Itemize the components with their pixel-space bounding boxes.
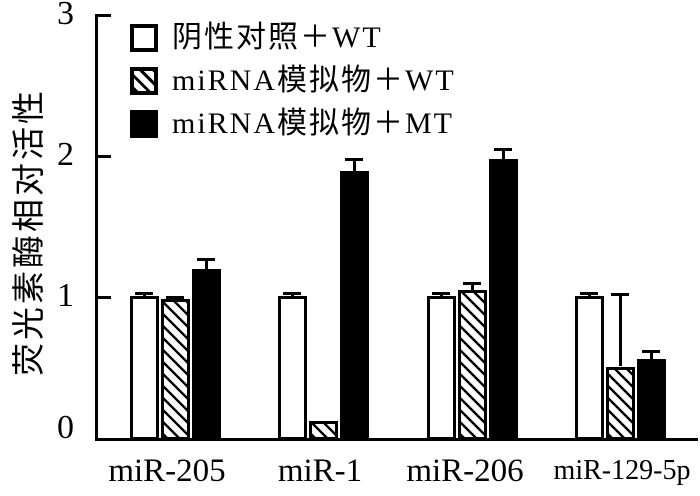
bar-miR-1-series1: [308, 421, 338, 440]
y-axis-label: 荧光素酶相对活性: [12, 88, 48, 376]
legend-item-mimic-mt: miRNA模拟物＋MT: [130, 109, 454, 139]
error-bar-line: [501, 147, 505, 160]
error-bar-cap: [463, 281, 481, 285]
error-bar-cap: [432, 291, 450, 295]
hatched-swatch-icon: [130, 67, 158, 95]
x-category-label: miR-205: [108, 453, 226, 489]
error-bar-cap: [166, 296, 184, 299]
error-bar-cap: [135, 291, 153, 295]
legend-item-mimic-wt: miRNA模拟物＋WT: [130, 66, 456, 96]
y-tick-label-0: 0: [57, 409, 74, 446]
error-bar-cap: [642, 349, 660, 353]
x-category-label: miR-206: [406, 453, 524, 489]
legend-label: 阴性对照＋WT: [172, 21, 383, 54]
bar-miR-1-series0: [277, 296, 307, 440]
bar-miR-205-series0: [129, 296, 159, 440]
bar-miR-205-series2: [191, 269, 221, 440]
y-tick-label-2: 2: [57, 136, 74, 173]
y-tick-mark-3: [98, 14, 111, 17]
bar-miR-129-5p-series1: [605, 366, 635, 440]
error-bar-line: [649, 349, 653, 360]
y-tick-label-3: 3: [57, 0, 74, 32]
error-bar-line: [618, 293, 622, 367]
error-bar-cap: [611, 293, 629, 297]
bar-miR-129-5p-series2: [636, 359, 666, 440]
white-swatch-icon: [130, 24, 158, 52]
legend-item-negative-control-wt: 阴性对照＋WT: [130, 23, 383, 53]
error-bar-line: [204, 257, 208, 270]
legend-label: miRNA模拟物＋WT: [172, 64, 456, 97]
bar-miR-1-series2: [339, 170, 369, 440]
x-category-label: miR-1: [277, 453, 363, 489]
bar-miR-129-5p-series0: [574, 296, 604, 440]
bar-miR-206-series2: [488, 159, 518, 440]
y-axis-spine: [95, 14, 98, 441]
legend-label: miRNA模拟物＋MT: [172, 107, 455, 140]
y-tick-mark-2: [98, 155, 111, 158]
error-bar-cap: [345, 157, 363, 161]
error-bar-line: [470, 281, 474, 291]
x-axis-spine: [95, 438, 698, 441]
bar-miR-206-series0: [426, 296, 456, 440]
error-bar-cap: [197, 257, 215, 261]
y-tick-mark-1: [98, 296, 111, 299]
x-category-label: miR-129-5p: [553, 455, 691, 486]
error-bar-cap: [283, 291, 301, 295]
error-bar-line: [352, 157, 356, 171]
y-tick-label-1: 1: [57, 277, 74, 314]
error-bar-cap: [494, 147, 512, 151]
error-bar-cap: [580, 291, 598, 295]
bar-miR-206-series1: [457, 290, 487, 440]
bar-miR-205-series1: [160, 298, 190, 440]
black-swatch-icon: [130, 110, 158, 138]
